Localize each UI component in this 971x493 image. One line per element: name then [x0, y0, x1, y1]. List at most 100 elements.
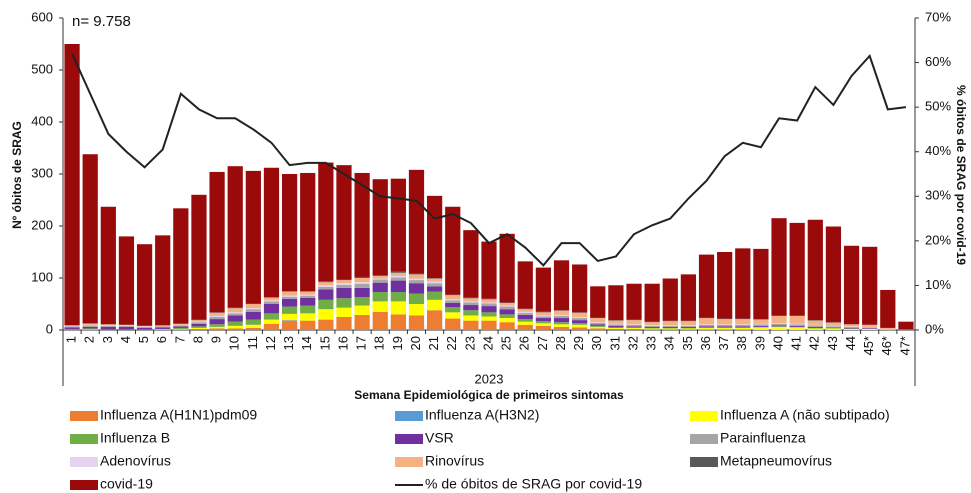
x-tick-label: 13 — [281, 336, 296, 350]
bar-segment — [336, 283, 352, 285]
bar-segment — [336, 165, 352, 280]
bar-segment — [553, 315, 570, 319]
bar-segment — [354, 278, 370, 283]
bar-segment — [535, 312, 551, 316]
bar-segment — [662, 325, 678, 326]
bar-segment — [64, 44, 80, 326]
bar-segment — [173, 328, 189, 330]
bar-segment — [662, 278, 678, 321]
bar-segment — [499, 314, 515, 319]
bar-segment — [590, 318, 606, 323]
bar-segment — [64, 326, 80, 328]
bar-segment — [318, 309, 334, 320]
bar-segment — [735, 318, 751, 320]
bar-segment — [209, 328, 225, 330]
bar-segment — [155, 235, 171, 326]
bar-segment — [445, 302, 461, 308]
x-tick-label: 19 — [390, 336, 405, 350]
bar-segment — [789, 222, 805, 316]
bar-segment — [390, 314, 406, 330]
bar-segment — [590, 322, 606, 325]
bar-segment — [626, 283, 642, 320]
bar-segment — [499, 305, 515, 307]
bar-segment — [155, 329, 171, 330]
bar-segment — [354, 276, 370, 278]
x-tick-label: 9 — [209, 336, 224, 343]
bar-segment — [372, 311, 388, 330]
bar-segment — [517, 321, 533, 325]
bar-segment — [590, 328, 606, 330]
bar-segment — [155, 327, 171, 329]
y-tick-label: 300 — [31, 165, 53, 180]
y-tick-label: 500 — [31, 61, 53, 76]
bar-segment — [807, 326, 823, 328]
bar-segment — [572, 312, 588, 313]
bar-segment — [318, 282, 334, 286]
bar-segment — [499, 318, 515, 323]
bar-segment — [717, 329, 733, 330]
line — [71, 53, 907, 267]
bar-segment — [517, 261, 533, 309]
bar-segment — [553, 310, 570, 311]
bar-segment — [463, 320, 479, 330]
bar-segment — [372, 301, 388, 312]
legend-key — [70, 434, 98, 444]
bar-segment — [281, 291, 298, 292]
bar-segment — [300, 305, 316, 314]
bar-segment — [64, 328, 80, 330]
y2-tick-label: 0% — [925, 321, 944, 336]
x-tick-label: 20 — [408, 336, 423, 350]
bar-segment — [626, 319, 642, 321]
bar-segment — [862, 328, 878, 329]
x-tick-label: 16 — [335, 336, 350, 350]
bar-segment — [644, 283, 660, 322]
bar-segment — [771, 218, 787, 316]
bar-segment — [227, 308, 243, 313]
bar-segment — [626, 328, 642, 330]
bar-segment — [281, 320, 298, 321]
x-tick-label: 26 — [517, 336, 532, 350]
bar-segment — [281, 306, 298, 314]
bar-segment — [481, 303, 497, 307]
legend-key — [70, 411, 98, 421]
x-tick-label: 10 — [227, 336, 242, 350]
bar-segment — [825, 326, 842, 328]
bar-segment — [590, 326, 606, 329]
bar-segment — [499, 302, 515, 306]
bar-segment — [445, 318, 461, 330]
bar-segment — [354, 305, 370, 315]
bar-segment — [807, 320, 823, 321]
bar-segment — [843, 328, 860, 330]
x-tick-label: 25 — [499, 336, 514, 350]
bar-segment — [408, 304, 425, 316]
bar-segment — [517, 324, 533, 330]
bar-segment — [155, 326, 171, 328]
bar-segment — [318, 281, 334, 283]
y2-tick-label: 40% — [925, 143, 951, 158]
x-tick-label: 29 — [571, 336, 586, 350]
x-tick-label: 14 — [299, 336, 314, 350]
bar-segment — [807, 320, 823, 325]
annotation: n= 9.758 — [72, 13, 131, 30]
bar-segment — [608, 327, 624, 328]
bar-segment — [644, 322, 660, 326]
bar-segment — [263, 167, 280, 298]
bar-segment — [100, 206, 116, 325]
bar-segment — [717, 252, 733, 319]
bar-segment — [862, 327, 878, 329]
legend-label: Influenza A (não subtipado) — [720, 407, 890, 423]
bar-segment — [408, 280, 425, 284]
x-tick-label: 32 — [625, 336, 640, 350]
bar-segment — [118, 325, 135, 327]
bar-segment — [245, 309, 261, 312]
bar-segment — [245, 308, 261, 310]
bar-segment — [318, 285, 334, 287]
bar-segment — [807, 325, 823, 327]
bar-segment — [735, 319, 751, 325]
bar-segment — [698, 324, 715, 327]
bar-segment — [227, 321, 243, 326]
bar-segment — [898, 329, 914, 330]
bar-segment — [535, 318, 551, 322]
bar-segment — [735, 324, 751, 327]
bar-segment — [336, 307, 352, 317]
